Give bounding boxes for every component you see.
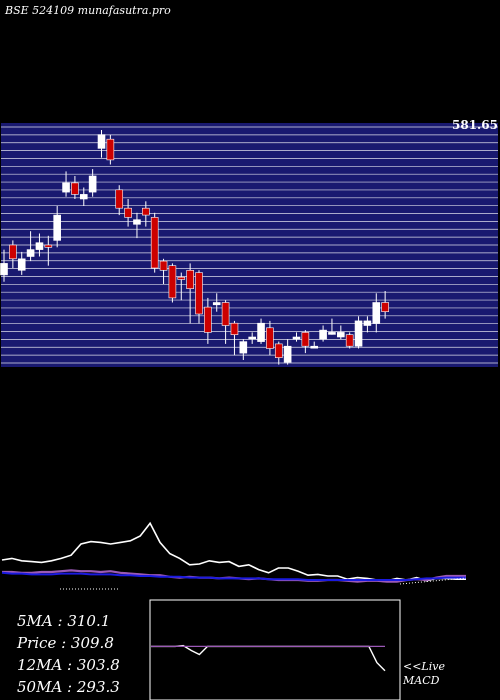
candle-body	[212, 302, 221, 306]
candlestick-series	[0, 130, 389, 365]
candle-body	[319, 329, 327, 340]
candle-body	[17, 258, 26, 271]
candle-body	[106, 138, 115, 161]
macd-name-label: MACD	[402, 674, 440, 687]
candle-body	[257, 322, 265, 342]
candle-body	[177, 276, 186, 280]
candle-body	[115, 189, 124, 209]
price-axis-ticks: 581.65	[452, 118, 498, 132]
candle-body	[301, 332, 310, 347]
candle-body	[88, 175, 97, 193]
candle-body	[310, 345, 319, 349]
candle-body	[79, 194, 88, 200]
candle-body	[44, 244, 53, 248]
indicator-panel	[1, 521, 467, 590]
candle-body	[230, 322, 239, 336]
candle-body	[274, 343, 283, 358]
stat-12ma: 12MA : 303.8	[17, 656, 120, 674]
candle-body	[221, 302, 230, 326]
candle-body	[26, 249, 35, 257]
candle-body	[62, 182, 70, 193]
candle-body	[283, 345, 292, 363]
stat-5ma: 5MA : 310.1	[17, 612, 110, 630]
candle-body	[363, 320, 372, 326]
candle-body	[292, 336, 301, 340]
chart-title: BSE 524109 munafasutra.pro	[4, 4, 171, 17]
candle-body	[35, 242, 44, 250]
indicator-line-3	[1, 571, 466, 581]
macd-panel-frame	[149, 599, 401, 700]
indicator-line-1	[1, 521, 466, 582]
macd-live-label[interactable]: <<Live	[403, 660, 445, 673]
candle-body	[0, 263, 8, 276]
candle-body	[159, 260, 168, 271]
candle-body	[133, 219, 141, 225]
candle-body	[142, 207, 150, 216]
candle-body	[248, 336, 256, 340]
candle-body	[266, 327, 274, 349]
candle-body	[345, 334, 354, 347]
candle-body	[71, 182, 79, 195]
candle-body	[354, 320, 363, 347]
candle-body	[204, 306, 212, 333]
candle-body	[168, 265, 177, 299]
stat-50ma: 50MA : 293.3	[17, 678, 120, 696]
price-tick-label: 581.65	[452, 118, 498, 132]
candle-body	[97, 134, 106, 149]
stat-price: Price : 309.8	[16, 634, 114, 652]
candle-body	[124, 207, 132, 218]
candle-body	[337, 332, 345, 338]
candle-body	[381, 302, 389, 312]
macd-line-1	[151, 644, 386, 672]
candle-body	[186, 269, 194, 289]
indicator-dotted-line	[399, 577, 467, 585]
candle-body	[328, 332, 336, 335]
candle-body	[372, 302, 381, 324]
candle-body	[9, 244, 17, 260]
macd-series	[151, 644, 386, 672]
candle-body	[195, 272, 203, 315]
candle-body	[53, 214, 61, 241]
candle-body	[150, 217, 159, 269]
candle-body	[239, 341, 248, 354]
